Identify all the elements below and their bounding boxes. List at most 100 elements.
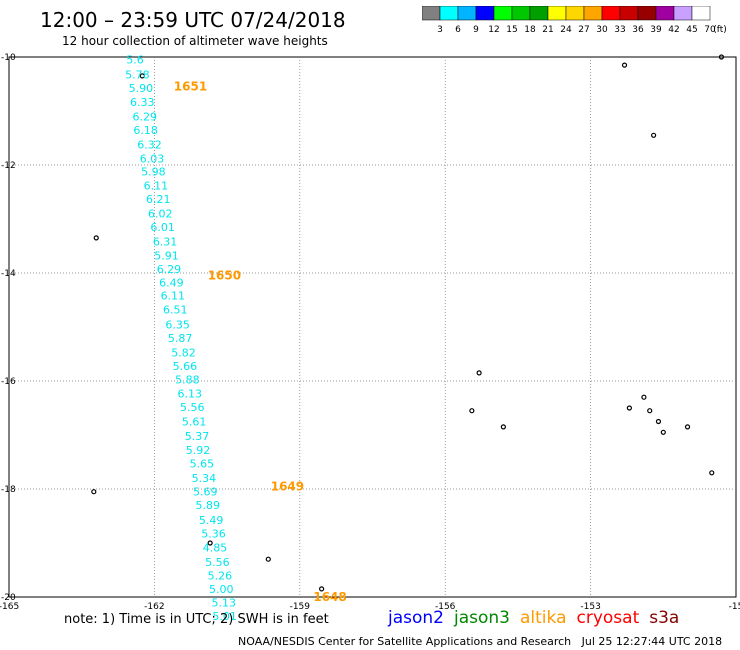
wave-height-label: 5.37 bbox=[185, 430, 210, 443]
colorbar-tick-label: 30 bbox=[596, 25, 608, 35]
island-marker bbox=[207, 540, 213, 546]
wave-height-label: 5.26 bbox=[208, 569, 233, 582]
latitude-tick-label: -18 bbox=[1, 485, 16, 495]
pass-time-label: 1648 bbox=[313, 590, 346, 604]
wave-height-label: 5.66 bbox=[173, 360, 198, 373]
longitude-tick-label: -165 bbox=[0, 602, 19, 612]
island-marker bbox=[91, 489, 97, 495]
island-marker bbox=[718, 54, 725, 60]
colorbar-tick-label: 9 bbox=[473, 25, 479, 35]
island-marker bbox=[139, 73, 145, 79]
colorbar-tick-label: 42 bbox=[668, 25, 679, 35]
wave-height-label: 5.89 bbox=[195, 499, 220, 512]
colorbar-unit-label: (ft) bbox=[713, 25, 727, 35]
latitude-tick-label: -16 bbox=[1, 377, 16, 387]
wave-height-label: 6.13 bbox=[178, 387, 203, 400]
longitude-tick-label: -156 bbox=[435, 602, 456, 612]
island-marker bbox=[626, 405, 632, 411]
island-marker bbox=[500, 424, 506, 430]
longitude-tick-label: -159 bbox=[290, 602, 311, 612]
wave-height-label: 6.02 bbox=[148, 208, 173, 221]
wave-height-label: 5.69 bbox=[193, 486, 218, 499]
island-marker bbox=[709, 470, 715, 476]
latitude-tick-label: -14 bbox=[1, 269, 16, 279]
wave-height-label: 5.56 bbox=[205, 556, 230, 569]
wave-height-label: 6.11 bbox=[161, 290, 186, 303]
satellite-legend-jason2: jason2 bbox=[388, 608, 444, 628]
map-title: 12:00 – 23:59 UTC 07/24/2018 bbox=[40, 8, 346, 32]
footer-credit: NOAA/NESDIS Center for Satellite Applica… bbox=[238, 635, 723, 648]
wave-height-label: 5.34 bbox=[192, 472, 217, 485]
colorbar-tick-label: 3 bbox=[437, 25, 443, 35]
wave-height-label: 6.29 bbox=[132, 110, 157, 123]
satellite-legend-s3a: s3a bbox=[649, 608, 680, 628]
wave-height-label: 5.88 bbox=[175, 373, 200, 386]
wave-height-label: 5.56 bbox=[180, 401, 205, 414]
wave-height-label: 6.03 bbox=[140, 153, 165, 166]
island-marker bbox=[469, 408, 475, 414]
colorbar-tick-label: 12 bbox=[488, 25, 499, 35]
island-marker bbox=[647, 408, 653, 414]
wave-height-label: 5.36 bbox=[201, 527, 226, 540]
map-subtitle: 12 hour collection of altimeter wave hei… bbox=[62, 34, 328, 48]
colorbar-tick-label: 36 bbox=[632, 25, 644, 35]
island-marker bbox=[621, 62, 628, 68]
wave-height-label: 5.00 bbox=[209, 583, 234, 596]
satellite-legend-jason3: jason3 bbox=[454, 608, 510, 628]
satellite-legend-cryosat: cryosat bbox=[576, 608, 640, 628]
latitude-tick-label: -10 bbox=[1, 53, 16, 63]
latitude-tick-label: -12 bbox=[1, 161, 16, 171]
wave-height-label: 6.33 bbox=[130, 96, 155, 109]
longitude-tick-label: -162 bbox=[144, 602, 164, 612]
wave-height-label: 6.49 bbox=[159, 277, 184, 290]
pass-time-label: 1651 bbox=[174, 80, 207, 94]
map-frame bbox=[8, 56, 737, 598]
colorbar-tick-label: 21 bbox=[542, 25, 553, 35]
satellite-legend: jason2 jason3 altika cryosat s3a bbox=[388, 608, 689, 628]
colorbar-swatch bbox=[691, 6, 711, 21]
wave-height-label: 5.13 bbox=[211, 596, 236, 609]
colorbar-tick-label: 27 bbox=[578, 25, 589, 35]
wave-height-label: 6.29 bbox=[157, 263, 182, 276]
wave-height-label: 5.87 bbox=[168, 332, 193, 345]
wave-height-label: 5.65 bbox=[190, 458, 215, 471]
island-marker bbox=[93, 235, 99, 241]
wave-height-label: 5.01 bbox=[212, 610, 237, 623]
latitude-tick-label: -20 bbox=[1, 593, 16, 603]
colorbar-tick-label: 45 bbox=[686, 25, 697, 35]
wave-height-label: 5.6 bbox=[126, 54, 144, 67]
wave-height-label: 6.01 bbox=[150, 221, 175, 234]
wave-height-label: 5.61 bbox=[182, 416, 207, 429]
island-marker bbox=[476, 370, 482, 376]
wave-height-label: 5.78 bbox=[125, 68, 150, 81]
colorbar-tick-label: 15 bbox=[506, 25, 517, 35]
wave-height-label: 6.21 bbox=[146, 193, 171, 206]
wave-height-label: 5.92 bbox=[186, 444, 211, 457]
satellite-legend-altika: altika bbox=[520, 608, 567, 628]
colorbar-tick-label: 24 bbox=[560, 25, 572, 35]
colorbar-tick-label: 39 bbox=[650, 25, 662, 35]
wave-height-label: 5.91 bbox=[154, 250, 179, 263]
wave-height-label: 6.51 bbox=[163, 304, 188, 317]
wave-height-label: 5.98 bbox=[141, 165, 166, 178]
longitude-tick-label: -15 bbox=[729, 602, 740, 612]
island-marker bbox=[655, 418, 662, 425]
island-marker bbox=[265, 556, 271, 562]
pass-time-label: 1649 bbox=[271, 479, 304, 493]
wave-height-label: 5.90 bbox=[129, 82, 154, 95]
pass-time-label: 1650 bbox=[208, 269, 241, 283]
island-marker bbox=[684, 424, 691, 430]
wave-height-label: 5.49 bbox=[199, 514, 224, 527]
wave-height-label: 6.18 bbox=[133, 124, 158, 137]
island-marker bbox=[641, 394, 647, 400]
footer-note: note: 1) Time is in UTC; 2) SWH is in fe… bbox=[64, 612, 329, 627]
island-marker bbox=[651, 132, 657, 138]
longitude-tick-label: -153 bbox=[580, 602, 600, 612]
wave-height-label: 6.31 bbox=[153, 236, 178, 249]
colorbar-tick-label: 18 bbox=[524, 25, 536, 35]
island-marker bbox=[319, 586, 325, 592]
island-marker bbox=[660, 429, 666, 435]
wave-height-colorbar: 3 6 9 12 15 18 21 24 27 30 33 36 39 42 45 70(ft) bbox=[422, 6, 727, 35]
wave-height-label: 6.35 bbox=[165, 318, 190, 331]
